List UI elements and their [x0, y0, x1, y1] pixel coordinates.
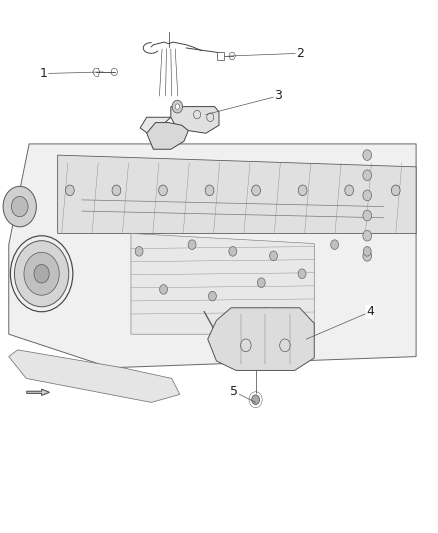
- Circle shape: [112, 185, 121, 196]
- Circle shape: [345, 185, 353, 196]
- Circle shape: [363, 247, 371, 256]
- Circle shape: [205, 185, 214, 196]
- Polygon shape: [9, 350, 180, 402]
- Polygon shape: [27, 389, 49, 395]
- Circle shape: [363, 251, 371, 261]
- Circle shape: [208, 292, 216, 301]
- Text: 1: 1: [40, 67, 48, 80]
- Circle shape: [258, 278, 265, 287]
- Circle shape: [363, 150, 371, 160]
- Circle shape: [363, 170, 371, 181]
- Polygon shape: [147, 123, 188, 149]
- Circle shape: [252, 395, 260, 405]
- Polygon shape: [140, 117, 171, 136]
- Polygon shape: [131, 233, 314, 334]
- Circle shape: [269, 251, 278, 261]
- Circle shape: [11, 197, 28, 217]
- Circle shape: [172, 100, 183, 113]
- Text: 2: 2: [296, 47, 304, 60]
- Circle shape: [392, 185, 400, 196]
- Circle shape: [34, 264, 49, 283]
- Circle shape: [363, 210, 371, 221]
- Circle shape: [188, 240, 196, 249]
- Text: 3: 3: [274, 90, 282, 102]
- Circle shape: [175, 104, 180, 109]
- Circle shape: [159, 285, 167, 294]
- Text: 4: 4: [366, 305, 374, 318]
- Circle shape: [3, 187, 36, 227]
- Circle shape: [363, 190, 371, 201]
- Bar: [217, 52, 224, 60]
- Circle shape: [66, 185, 74, 196]
- Circle shape: [363, 230, 371, 241]
- Circle shape: [331, 240, 339, 249]
- Text: 5: 5: [230, 385, 238, 398]
- Circle shape: [229, 247, 237, 256]
- Polygon shape: [58, 155, 416, 233]
- Circle shape: [24, 252, 59, 295]
- Circle shape: [14, 241, 69, 307]
- Polygon shape: [171, 107, 219, 133]
- Circle shape: [298, 269, 306, 279]
- Polygon shape: [208, 308, 314, 370]
- Circle shape: [298, 185, 307, 196]
- Circle shape: [252, 185, 261, 196]
- Polygon shape: [9, 144, 416, 368]
- Circle shape: [159, 185, 167, 196]
- Circle shape: [135, 247, 143, 256]
